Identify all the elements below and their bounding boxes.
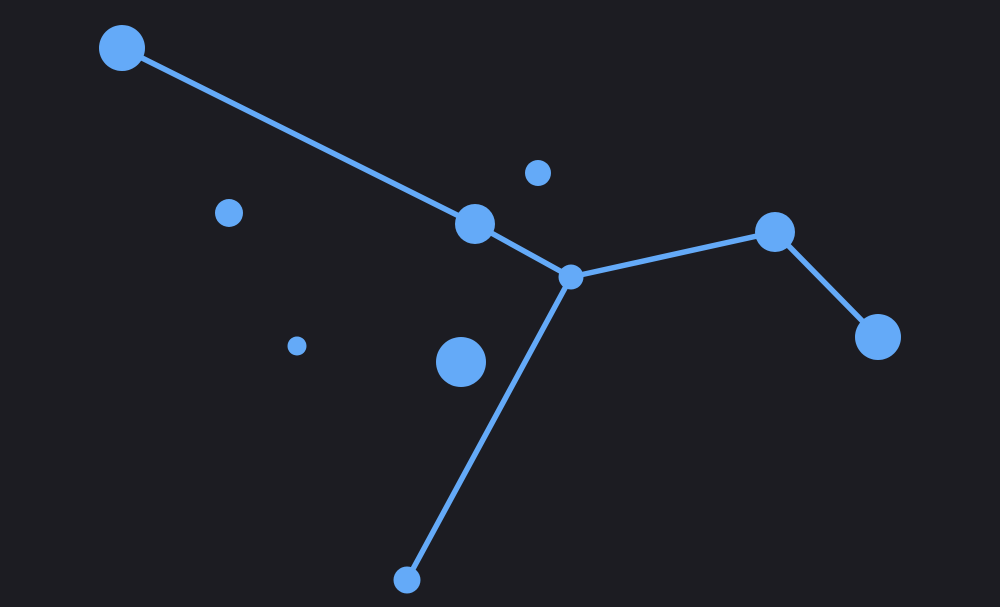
star-s7: [525, 160, 551, 186]
edge-s3-s6: [404, 274, 574, 583]
star-s3: [558, 264, 584, 290]
star-s8: [215, 199, 243, 227]
stars-layer: [99, 25, 901, 594]
star-s2: [455, 204, 495, 244]
star-s4: [755, 212, 795, 252]
star-s1: [99, 25, 145, 71]
star-s6: [393, 566, 421, 594]
star-s9: [287, 336, 307, 356]
edge-s4-s5: [772, 229, 881, 340]
edge-s3-s4: [568, 229, 778, 280]
star-s10: [436, 337, 486, 387]
edge-s1-s2: [119, 45, 478, 227]
star-s5: [855, 314, 901, 360]
